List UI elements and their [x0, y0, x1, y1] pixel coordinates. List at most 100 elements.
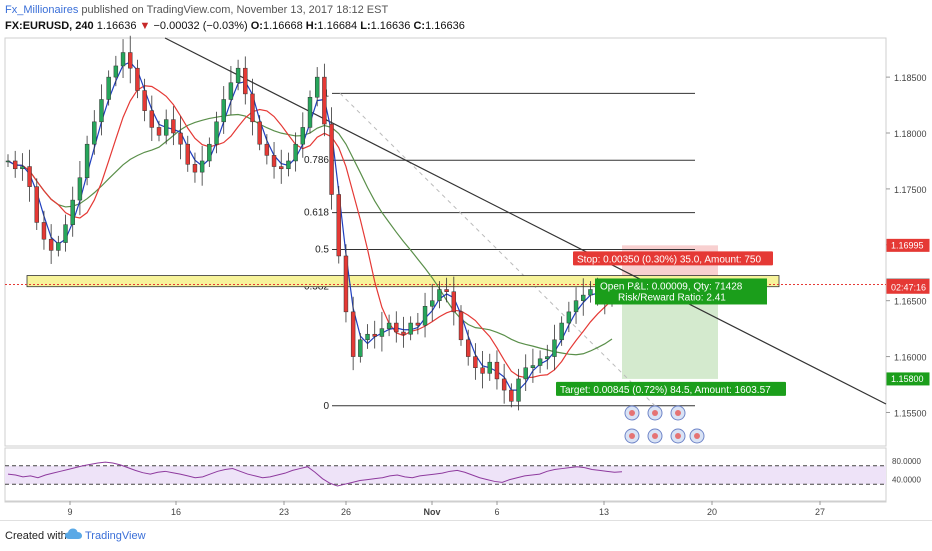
target-label: Target: 0.00845 (0.72%) 84.5, Amount: 16… — [560, 385, 771, 396]
candle-body — [149, 110, 155, 128]
rsi-tick-label: 40.0000 — [892, 476, 921, 485]
candle-body — [458, 311, 464, 341]
candle-body — [56, 242, 61, 251]
candle-body — [228, 82, 234, 100]
stop-label: Stop: 0.00350 (0.30%) 35.0, Amount: 750 — [577, 254, 761, 265]
tradingview-link[interactable]: TradingView — [85, 530, 146, 542]
event-flag-dot-icon — [675, 433, 681, 439]
candle-body — [386, 322, 392, 329]
candle-body — [415, 322, 421, 326]
candle-body — [559, 322, 564, 341]
last-price: 1.16636 — [96, 20, 137, 32]
candle-body — [379, 328, 385, 337]
candle-body — [545, 356, 550, 360]
candle-body — [128, 52, 133, 69]
candle-body — [581, 294, 586, 301]
high-value: 1.16684 — [317, 20, 358, 32]
candle-body — [530, 365, 536, 369]
price-chart[interactable]: 1.185001.180001.175001.170001.165001.160… — [0, 0, 932, 520]
axis-price-label-bg — [886, 238, 930, 252]
candle-body — [350, 311, 356, 357]
candle-body — [494, 361, 500, 380]
support-zone — [26, 275, 780, 288]
event-flag-dot-icon — [675, 410, 681, 416]
time-tick-label: 20 — [707, 507, 717, 517]
fib-level-label: 0.786 — [304, 155, 329, 166]
ohlc-values: O:1.16668 H:1.16684 L:1.16636 C:1.16636 — [251, 20, 465, 32]
candle-body — [178, 132, 183, 145]
axis-price-label: 1.16995 — [891, 240, 924, 250]
candle-body — [394, 322, 399, 333]
candle-body — [171, 119, 176, 134]
candle-body — [307, 96, 313, 128]
rr-label: Risk/Reward Ratio: 2.41 — [618, 292, 726, 303]
footer-bar: Created with TradingView — [0, 520, 932, 551]
candle-body — [106, 76, 111, 100]
fib-level-label: 0 — [323, 401, 329, 412]
time-tick-label: 27 — [815, 507, 825, 517]
candle-body — [41, 222, 47, 240]
candle-body — [537, 358, 543, 366]
candle-body — [487, 361, 492, 374]
price-tick-label: 1.18000 — [894, 129, 927, 139]
candle-body — [329, 123, 334, 195]
candle-body — [358, 339, 363, 357]
event-flag-dot-icon — [694, 433, 700, 439]
candle-body — [343, 255, 349, 313]
candle-body — [314, 76, 320, 98]
time-tick-label: 6 — [494, 507, 499, 517]
axis-price-label-bg — [886, 372, 930, 386]
price-tick-label: 1.16500 — [894, 297, 927, 307]
candle-body — [20, 166, 25, 170]
rsi-line — [7, 461, 623, 487]
axis-price-label-bg — [886, 280, 930, 294]
candle-body — [552, 339, 557, 357]
fib-trend-line — [339, 92, 656, 407]
axis-price-label: 1.15800 — [891, 374, 924, 384]
candle-body — [156, 127, 162, 136]
candle-body — [566, 311, 572, 324]
pnl-label-bg — [595, 278, 767, 305]
created-with-text: Created with — [5, 530, 67, 542]
time-tick-label: 13 — [599, 507, 609, 517]
author-link[interactable]: Fx_Millionaires — [5, 4, 79, 16]
candle-body — [192, 164, 198, 173]
event-flag-dot-icon — [652, 433, 658, 439]
publish-text: published on TradingView.com, November 1… — [78, 4, 389, 16]
candle-body — [63, 224, 68, 243]
rsi-band — [5, 465, 886, 485]
candle-body — [264, 143, 270, 156]
candle-body — [84, 143, 90, 178]
candle-body — [120, 52, 126, 67]
candle-body — [77, 177, 83, 201]
candle-body — [92, 121, 97, 145]
open-label: O: — [250, 20, 263, 32]
candle-body — [48, 238, 54, 251]
candle-body — [422, 306, 428, 326]
candle-body — [243, 67, 248, 95]
low-label: L: — [360, 20, 371, 32]
candle-body — [199, 160, 205, 173]
candle-body — [516, 378, 521, 402]
candle-body — [5, 160, 11, 163]
tradingview-cloud-icon — [65, 528, 82, 539]
fib-level-label: 0.5 — [315, 245, 329, 256]
time-tick-label: 23 — [279, 507, 289, 517]
candle-body — [271, 155, 277, 167]
symbol-name[interactable]: FX:EURUSD, 240 — [5, 20, 94, 32]
candle-body — [430, 300, 435, 307]
time-tick-label: 16 — [171, 507, 181, 517]
candle-body — [286, 160, 291, 170]
event-flag-dot-icon — [629, 410, 635, 416]
candle-body — [372, 333, 377, 337]
candle-body — [509, 389, 514, 402]
target-label-bg — [556, 381, 786, 396]
sma-mid-line — [7, 85, 613, 379]
candle-body — [70, 199, 75, 225]
rsi-tick-label: 80.0000 — [892, 457, 921, 466]
price-tick-label: 1.18500 — [894, 73, 927, 83]
pnl-label: Open P&L: 0.00009, Qty: 71428 — [600, 281, 743, 292]
candle-body — [257, 121, 262, 145]
candle-body — [207, 143, 212, 162]
candle-body — [34, 186, 39, 223]
